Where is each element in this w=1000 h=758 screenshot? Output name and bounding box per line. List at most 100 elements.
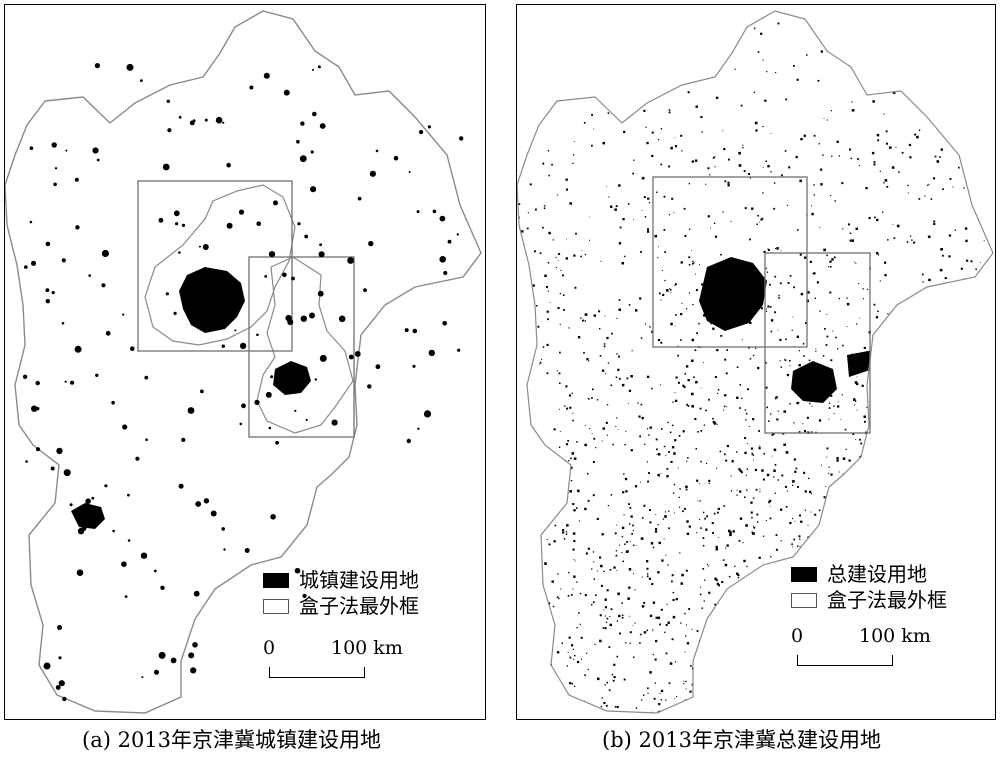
built-up-pixel [587, 398, 590, 400]
urban-patch [300, 315, 307, 322]
built-up-pixel [739, 469, 742, 472]
built-up-pixel [924, 700, 926, 701]
built-up-pixel [935, 503, 938, 506]
built-up-pixel [983, 696, 985, 698]
built-up-pixel [833, 256, 836, 259]
urban-patch [58, 656, 62, 660]
built-up-pixel [660, 699, 662, 701]
urban-patch [297, 222, 301, 226]
urban-patch [348, 354, 354, 360]
built-up-pixel [971, 577, 974, 580]
built-up-pixel [691, 392, 694, 396]
built-up-pixel [910, 487, 912, 490]
built-up-pixel [683, 680, 685, 682]
built-up-pixel [752, 532, 755, 535]
urban-patch [51, 142, 57, 148]
built-up-pixel [688, 525, 691, 528]
built-up-pixel [744, 409, 747, 411]
built-up-pixel [588, 239, 590, 241]
built-up-pixel [789, 700, 792, 703]
urban-patch [178, 251, 181, 254]
built-up-pixel [794, 520, 796, 522]
built-up-pixel [770, 573, 774, 577]
built-up-pixel [973, 580, 976, 583]
built-up-pixel [537, 477, 539, 479]
urban-patch [270, 514, 276, 520]
built-up-pixel [890, 532, 893, 536]
built-up-pixel [675, 598, 678, 601]
built-up-pixel [793, 538, 795, 541]
built-up-pixel [767, 248, 769, 250]
built-up-pixel [684, 373, 687, 375]
built-up-pixel [780, 682, 782, 684]
built-up-pixel [631, 533, 633, 535]
built-up-pixel [613, 713, 615, 715]
built-up-pixel [712, 157, 715, 159]
urban-patch [239, 422, 243, 426]
built-up-pixel [867, 517, 869, 519]
built-up-pixel [552, 690, 554, 692]
built-up-pixel [535, 484, 537, 486]
built-up-pixel [931, 356, 933, 358]
built-up-pixel [647, 197, 650, 200]
built-up-pixel [555, 256, 557, 258]
built-up-pixel [604, 606, 607, 609]
built-up-pixel [863, 415, 866, 418]
built-up-pixel [657, 338, 661, 342]
built-up-pixel [674, 392, 676, 393]
built-up-pixel [567, 652, 569, 653]
built-up-pixel [573, 658, 575, 660]
built-up-pixel [838, 516, 841, 519]
built-up-pixel [904, 5, 905, 6]
built-up-pixel [733, 714, 735, 716]
built-up-pixel [891, 622, 893, 624]
built-up-pixel [538, 560, 540, 562]
built-up-pixel [833, 413, 835, 415]
built-up-pixel [586, 472, 589, 475]
built-up-pixel [880, 716, 882, 718]
built-up-pixel [973, 629, 975, 632]
built-up-pixel [589, 428, 591, 429]
built-up-pixel [940, 393, 943, 396]
built-up-pixel [786, 204, 788, 206]
built-up-pixel [971, 484, 973, 487]
built-up-pixel [568, 460, 570, 462]
built-up-pixel [647, 230, 650, 233]
built-up-pixel [723, 405, 726, 408]
built-up-pixel [575, 718, 576, 719]
built-up-pixel [898, 541, 900, 542]
built-up-pixel [618, 614, 621, 618]
built-up-pixel [565, 531, 568, 533]
built-up-pixel [817, 79, 820, 82]
built-up-pixel [520, 640, 522, 642]
urban-patch [317, 65, 321, 69]
built-up-pixel [791, 546, 793, 548]
built-up-pixel [584, 320, 586, 322]
built-up-pixel [762, 192, 764, 194]
built-up-pixel [593, 437, 596, 440]
built-up-pixel [533, 344, 534, 346]
built-up-pixel [793, 286, 795, 289]
built-up-pixel [778, 294, 780, 297]
built-up-pixel [645, 126, 647, 128]
built-up-pixel [726, 406, 728, 408]
built-up-pixel [785, 485, 787, 488]
built-up-pixel [948, 371, 950, 373]
built-up-pixel [877, 439, 880, 442]
built-up-pixel [604, 627, 607, 630]
built-up-pixel [879, 280, 881, 282]
built-up-pixel [849, 148, 851, 151]
built-up-pixel [840, 533, 842, 535]
built-up-pixel [803, 355, 805, 357]
built-up-pixel [653, 697, 656, 700]
built-up-pixel [658, 246, 659, 248]
built-up-pixel [988, 621, 991, 624]
built-up-pixel [716, 693, 718, 696]
built-up-pixel [771, 434, 774, 436]
built-up-pixel [807, 696, 810, 699]
built-up-pixel [888, 404, 891, 407]
built-up-pixel [995, 396, 996, 397]
built-up-pixel [737, 574, 740, 577]
built-up-pixel [810, 551, 812, 554]
urban-patch [234, 329, 237, 332]
